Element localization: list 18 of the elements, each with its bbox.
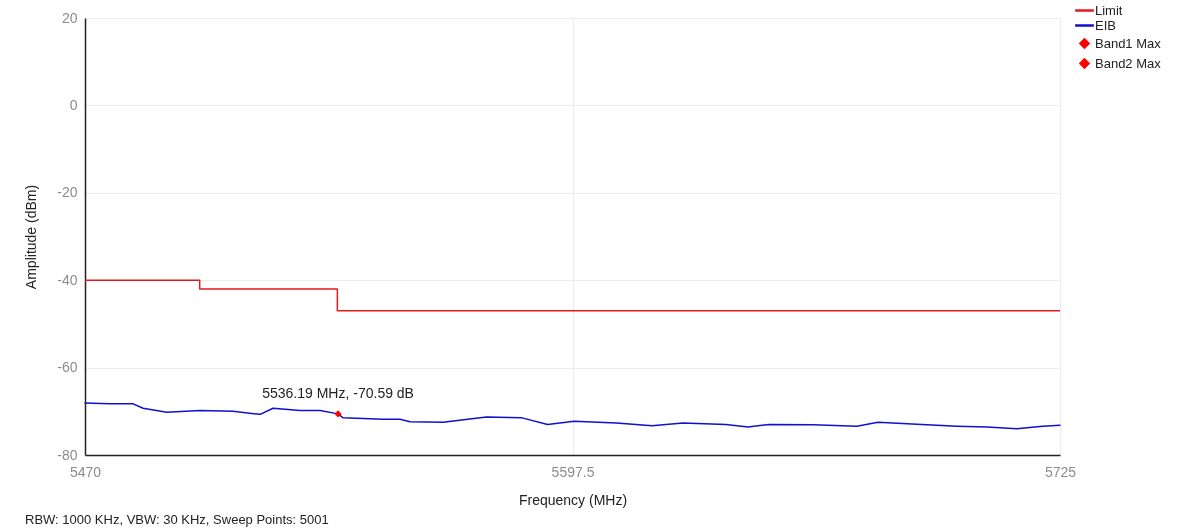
text: RBW: 1000 KHz, VBW: 30 KHz, Sweep Points: 5001	[25, 512, 329, 527]
annotation: 5536.19 MHz, -70.59 dB	[262, 384, 414, 401]
x-tick-label: 5725	[1044, 463, 1077, 480]
y-tick-label: 20	[61, 9, 78, 26]
legend-label: Band2 Max	[1095, 55, 1162, 71]
y-tick-label: -80	[57, 446, 78, 463]
y-tick-label: 0	[69, 96, 78, 113]
y-tick-label: -20	[57, 184, 78, 201]
y-tick-label: -40	[57, 271, 78, 288]
x-tick-label: 5597.5	[551, 463, 595, 480]
legend-label: Limit	[1095, 2, 1123, 18]
x-axis-title: Frequency (MHz)	[518, 491, 628, 508]
legend-label: EIB	[1095, 17, 1116, 33]
legend-label: Band1 Max	[1095, 35, 1162, 51]
x-tick-label: 5470	[69, 463, 102, 480]
y-axis-title: Amplitude (dBm)	[23, 184, 40, 290]
y-tick-label: -60	[57, 359, 78, 376]
line-series	[84, 402, 1061, 430]
